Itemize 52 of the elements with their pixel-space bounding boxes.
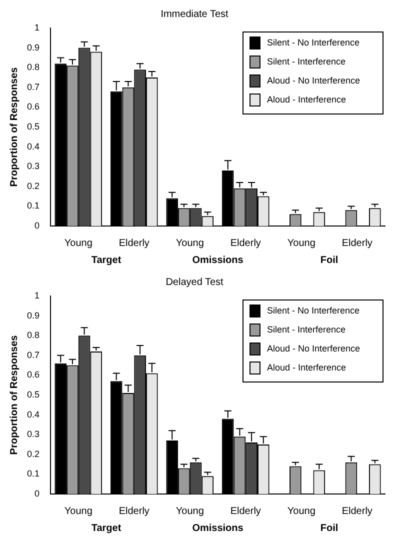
y-tick-label: 0.7 xyxy=(26,82,40,92)
x-tick-label: Young xyxy=(64,506,92,517)
text: Omissions xyxy=(192,254,244,266)
y-tick-label: 0.2 xyxy=(26,448,40,459)
x-tick-label: Young xyxy=(287,506,316,517)
legend-label: Aloud - Interference xyxy=(267,362,346,372)
x-tick-label: Young xyxy=(176,238,204,249)
y-tick-label: 0.9 xyxy=(26,310,40,320)
y-tick-label: 0.5 xyxy=(26,389,40,400)
text: Target xyxy=(91,522,122,534)
chart-title: Delayed Test xyxy=(166,276,224,288)
text: Omissions xyxy=(192,522,244,534)
y-tick-label: 0.4 xyxy=(26,409,40,420)
legend-label: Silent - Interference xyxy=(267,324,346,334)
y-tick-label: 0.3 xyxy=(26,161,40,172)
y-tick-label: 0 xyxy=(34,220,40,230)
y-tick-label: 0.8 xyxy=(26,62,40,72)
legend-label: Silent - Interference xyxy=(267,56,346,66)
legend-label: Aloud - No Interference xyxy=(267,75,360,86)
legend-label: Silent - No Interference xyxy=(267,305,360,316)
y-tick-label: 1 xyxy=(34,22,40,32)
y-tick-label: 0.5 xyxy=(26,121,40,132)
x-tick-label: Elderly xyxy=(230,506,261,517)
x-tick-label: Elderly xyxy=(342,238,372,249)
text: Foil xyxy=(320,254,338,266)
y-tick-label: 0.8 xyxy=(26,330,40,340)
x-tick-label: Elderly xyxy=(230,238,261,249)
y-tick-label: 0.1 xyxy=(26,468,40,479)
legend-label: Aloud - No Interference xyxy=(267,343,360,354)
y-tick-label: 0.1 xyxy=(26,200,40,211)
y-tick-label: 0.6 xyxy=(26,370,40,380)
x-tick-label: Young xyxy=(64,238,92,249)
y-tick-label: 0.7 xyxy=(26,350,40,360)
y-tick-label: 0.9 xyxy=(26,42,40,52)
y-tick-label: 0 xyxy=(34,488,40,498)
legend-label: Aloud - Interference xyxy=(267,94,346,104)
y-tick-label: 0.6 xyxy=(26,102,40,112)
x-tick-label: Elderly xyxy=(118,506,150,517)
legend-label: Silent - No Interference xyxy=(267,37,360,48)
y-axis-title: Proportion of Responses xyxy=(8,334,20,455)
x-tick-label: Elderly xyxy=(118,238,150,249)
chart-title: Immediate Test xyxy=(160,8,229,20)
y-axis-title: Proportion of Responses xyxy=(8,66,20,187)
y-tick-label: 0.2 xyxy=(26,180,40,191)
y-tick-label: 0.3 xyxy=(26,429,40,440)
y-tick-label: 1 xyxy=(34,290,40,300)
text: Foil xyxy=(320,522,338,534)
x-tick-label: Young xyxy=(176,506,204,517)
text: Target xyxy=(91,254,122,266)
x-tick-label: Young xyxy=(287,238,316,249)
x-tick-label: Elderly xyxy=(342,506,372,517)
y-tick-label: 0.4 xyxy=(26,141,40,152)
